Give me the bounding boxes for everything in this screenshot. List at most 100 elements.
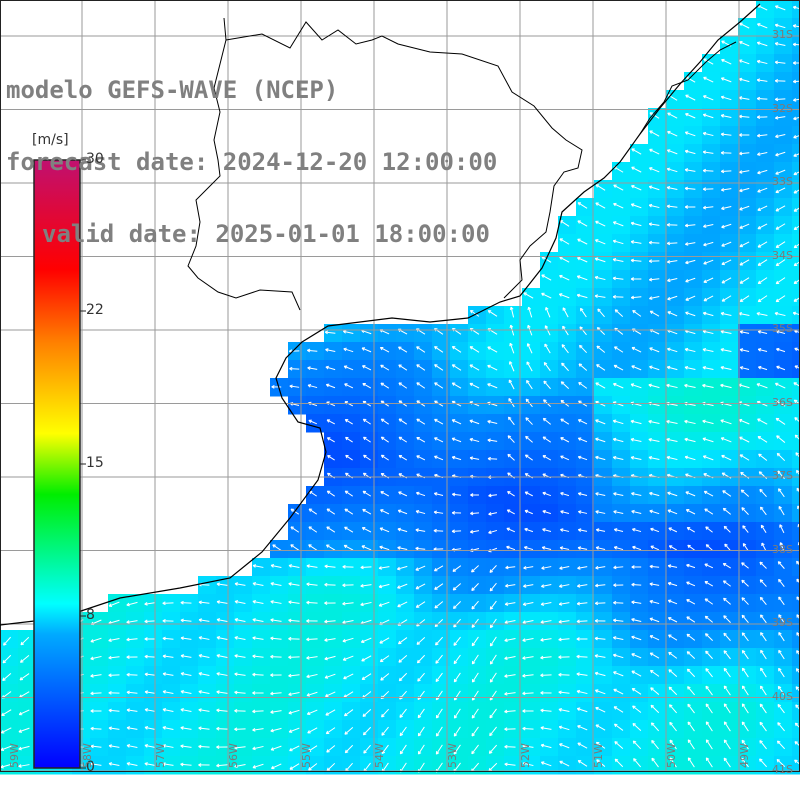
wind-arrow: [578, 492, 588, 496]
wind-arrow-head: [415, 510, 419, 514]
wind-arrow: [18, 745, 30, 750]
wind-arrow-head: [723, 633, 726, 637]
wind-arrow-head: [489, 751, 493, 754]
wind-arrow-head: [649, 583, 653, 587]
wind-arrow-head: [720, 171, 725, 174]
wind-arrow: [540, 709, 552, 712]
wind-arrow-head: [667, 348, 670, 352]
wind-arrow: [509, 361, 515, 372]
wind-arrow: [469, 382, 480, 389]
longitude-label: 58W: [81, 743, 94, 768]
wind-arrow-head: [703, 244, 707, 247]
wind-arrow-head: [560, 492, 564, 496]
wind-arrow: [631, 636, 642, 641]
wind-arrow-head: [472, 698, 476, 701]
wind-arrow-head: [650, 722, 653, 726]
wind-cell: [792, 234, 800, 253]
wind-arrow-head: [648, 420, 652, 424]
wind-arrow-head: [451, 456, 455, 460]
wind-arrow-head: [793, 99, 797, 102]
wind-arrow: [540, 744, 552, 749]
wind-arrow: [740, 489, 750, 497]
longitude-label: 56W: [227, 743, 240, 768]
wind-arrow-head: [685, 225, 689, 228]
wind-arrow-head: [416, 473, 419, 477]
wind-arrow: [3, 636, 12, 646]
wind-arrow: [721, 455, 732, 461]
wind-arrow-head: [540, 744, 544, 748]
wind-arrow-head: [612, 456, 616, 460]
wind-arrow: [614, 528, 624, 532]
wind-cell: [792, 162, 800, 181]
wind-arrow-head: [540, 604, 545, 606]
wind-arrow: [252, 745, 264, 750]
wind-arrow-head: [453, 588, 457, 591]
wind-arrow-head: [702, 188, 707, 192]
wind-arrow: [739, 454, 750, 461]
wind-arrow: [560, 381, 570, 389]
wind-arrow-head: [434, 606, 438, 609]
wind-arrow-head: [741, 562, 744, 566]
wind-arrow-head: [416, 455, 419, 459]
wind-arrows: [0, 4, 800, 773]
wind-arrow-head: [613, 619, 617, 623]
longitude-label: 57W: [154, 743, 167, 768]
wind-arrow-head: [613, 383, 616, 387]
wind-arrow: [775, 187, 786, 193]
wind-arrow: [666, 456, 678, 461]
wind-arrow-head: [649, 652, 653, 656]
wind-arrow: [614, 309, 624, 317]
wind-arrow-head: [721, 189, 725, 192]
wind-arrow-head: [234, 766, 238, 769]
wind-arrow: [162, 637, 174, 640]
wind-arrow-head: [489, 571, 494, 573]
wind-arrow-head: [775, 418, 778, 422]
wind-arrow-head: [612, 637, 616, 640]
wind-arrow-head: [527, 307, 530, 311]
wind-arrow: [651, 722, 660, 732]
wind-arrow: [306, 583, 318, 586]
wind-arrow: [542, 436, 552, 443]
wind-arrow: [649, 167, 660, 173]
wind-arrow: [669, 545, 677, 551]
wind-arrow-head: [252, 637, 256, 640]
wind-arrow: [614, 723, 624, 731]
wind-arrow: [723, 650, 731, 660]
wind-arrow-head: [418, 752, 422, 755]
wind-arrow: [234, 636, 246, 640]
wind-arrow: [702, 348, 714, 352]
wind-arrow: [417, 708, 425, 719]
wind-arrow-head: [702, 348, 706, 352]
wind-arrow-head: [522, 657, 526, 660]
wind-arrow: [381, 708, 390, 718]
wind-arrow: [362, 508, 372, 515]
wind-arrow-head: [506, 509, 510, 513]
wind-arrow-head: [578, 511, 581, 514]
wind-arrow: [723, 597, 731, 605]
wind-arrow-head: [324, 658, 328, 661]
wind-arrow: [704, 581, 714, 587]
wind-arrow: [667, 492, 678, 497]
wind-arrow: [559, 275, 570, 281]
wind-arrow: [739, 152, 750, 155]
wind-arrow: [451, 548, 462, 551]
wind-arrow: [487, 439, 498, 442]
wind-cell: [792, 450, 800, 469]
wind-arrow: [684, 384, 696, 389]
colorbar-ticks: [80, 159, 86, 769]
wind-arrow: [327, 455, 335, 461]
wind-arrow-head: [684, 187, 688, 191]
wind-arrow: [631, 653, 642, 659]
wind-arrow-head: [795, 704, 797, 708]
wind-arrow-head: [506, 528, 510, 532]
wind-arrow-head: [344, 526, 347, 531]
wind-arrow: [631, 185, 642, 191]
wind-arrow-head: [774, 80, 778, 83]
wind-arrow: [434, 437, 444, 443]
wind-arrow: [685, 76, 696, 83]
wind-arrow: [685, 277, 696, 283]
wind-arrow: [416, 364, 426, 371]
wind-arrow-head: [722, 580, 726, 584]
wind-arrow-head: [702, 420, 706, 424]
latitude-label: 36S: [772, 395, 793, 409]
